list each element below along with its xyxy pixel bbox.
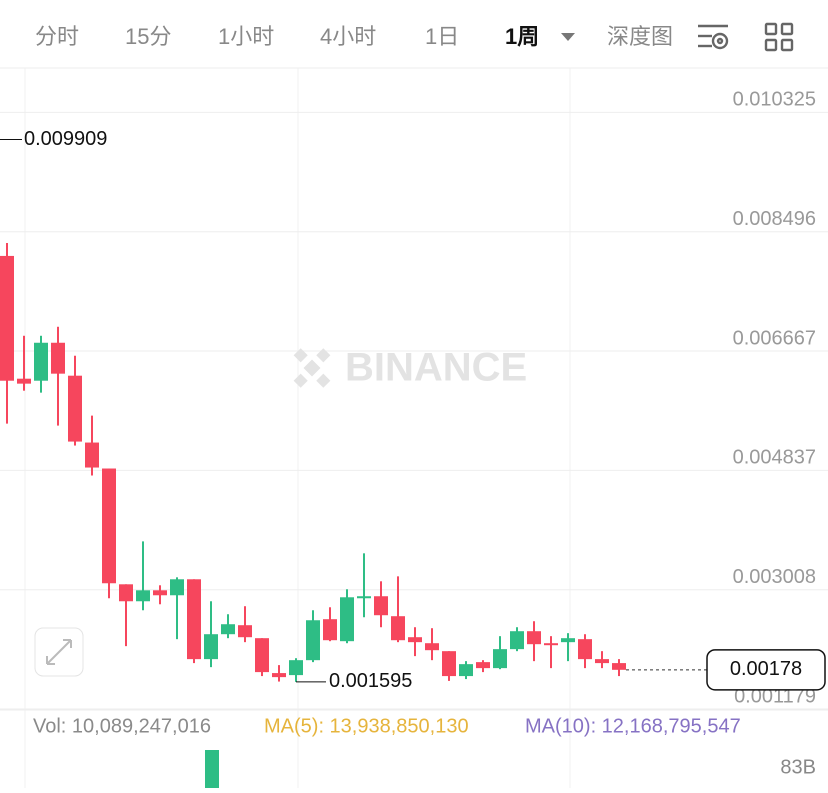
candle-body xyxy=(527,631,541,645)
candle-body xyxy=(68,375,82,442)
volume-bar xyxy=(205,750,219,788)
max-label: 0.009909 xyxy=(24,128,107,150)
watermark-text: BINANCE xyxy=(345,346,527,390)
y-tick-label: 0.010325 xyxy=(733,89,816,111)
tab-fade xyxy=(672,10,692,60)
candle-body xyxy=(255,638,269,673)
candle-body xyxy=(374,596,388,616)
candle-body xyxy=(187,579,201,660)
candle-body xyxy=(272,673,286,678)
candle-body xyxy=(544,643,558,646)
candle-body xyxy=(612,663,626,670)
candle-body xyxy=(493,649,507,669)
candle-body xyxy=(357,596,371,599)
layout-icon[interactable] xyxy=(764,22,794,52)
candle-body xyxy=(459,664,473,677)
candle-body xyxy=(425,643,439,651)
candle-body xyxy=(391,616,405,641)
candle-body xyxy=(204,634,218,660)
candle-body xyxy=(306,620,320,661)
y-tick-label: 0.008496 xyxy=(733,208,816,230)
candle-body xyxy=(153,590,167,596)
candle-body xyxy=(595,659,609,664)
candle-body xyxy=(238,625,252,638)
candle-body xyxy=(289,660,303,676)
candle-body xyxy=(136,590,150,602)
candle-body xyxy=(510,631,524,650)
y-tick-label: 0.001179 xyxy=(734,685,816,707)
candle-body xyxy=(17,378,31,384)
tab[interactable]: 深度图 xyxy=(607,24,673,49)
candle-body xyxy=(561,638,575,643)
candle-body xyxy=(221,624,235,635)
expand-button[interactable] xyxy=(34,627,84,677)
candle-body xyxy=(323,619,337,641)
tab[interactable]: 分时 xyxy=(35,24,79,49)
candle-body xyxy=(340,597,354,642)
volume-axis-label: 83B xyxy=(780,756,816,778)
candle-body xyxy=(102,468,116,584)
candle-body xyxy=(476,662,490,669)
watermark: BINANCE xyxy=(293,346,527,390)
tab[interactable]: 1日 xyxy=(425,24,459,49)
dropdown-arrow[interactable] xyxy=(561,33,575,41)
candle-body xyxy=(170,579,184,596)
indicator: Vol: 10,089,247,016 xyxy=(33,715,211,737)
price-box xyxy=(706,649,826,691)
candle-body xyxy=(442,651,456,677)
candle-body xyxy=(578,639,592,660)
candle-body xyxy=(85,442,99,468)
tab[interactable]: 1小时 xyxy=(218,24,274,49)
settings-icon[interactable] xyxy=(698,24,729,50)
candle-body xyxy=(51,342,65,374)
y-tick-label: 0.003008 xyxy=(733,566,816,588)
candle-body xyxy=(119,584,133,602)
candle-body xyxy=(0,255,14,381)
candle-body xyxy=(408,637,422,643)
y-tick-label: 0.004837 xyxy=(733,447,816,469)
candle-body xyxy=(34,342,48,381)
y-tick-label: 0.006667 xyxy=(733,327,816,349)
indicator: MA(5): 13,938,850,130 xyxy=(264,715,469,737)
tab[interactable]: 15分 xyxy=(125,24,171,49)
tab[interactable]: 4小时 xyxy=(320,24,376,49)
min-label: 0.001595 xyxy=(329,670,412,692)
tab[interactable]: 1周 xyxy=(505,24,539,49)
indicator: MA(10): 12,168,795,547 xyxy=(525,715,741,737)
price-label: 0.00178 xyxy=(730,658,802,680)
